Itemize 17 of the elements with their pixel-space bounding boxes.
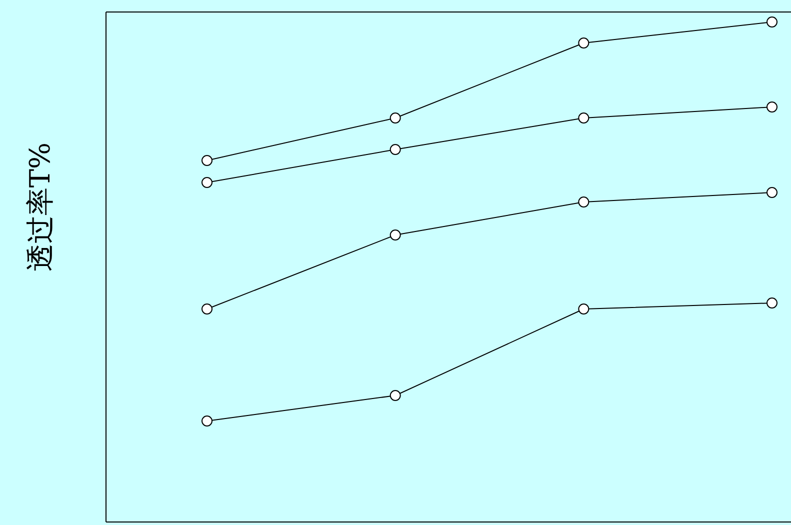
point <box>766 102 778 112</box>
point <box>766 298 778 308</box>
point <box>578 38 590 48</box>
point <box>390 112 401 124</box>
point <box>578 112 590 124</box>
point <box>578 304 590 314</box>
point <box>578 196 590 208</box>
point <box>390 230 401 240</box>
point <box>202 416 212 426</box>
point <box>202 304 212 314</box>
point <box>202 155 212 166</box>
point <box>766 187 778 198</box>
point <box>390 144 401 155</box>
point <box>390 390 401 401</box>
y-axis-title: 透过率T% <box>23 142 56 272</box>
point <box>766 16 778 28</box>
point <box>202 177 212 188</box>
